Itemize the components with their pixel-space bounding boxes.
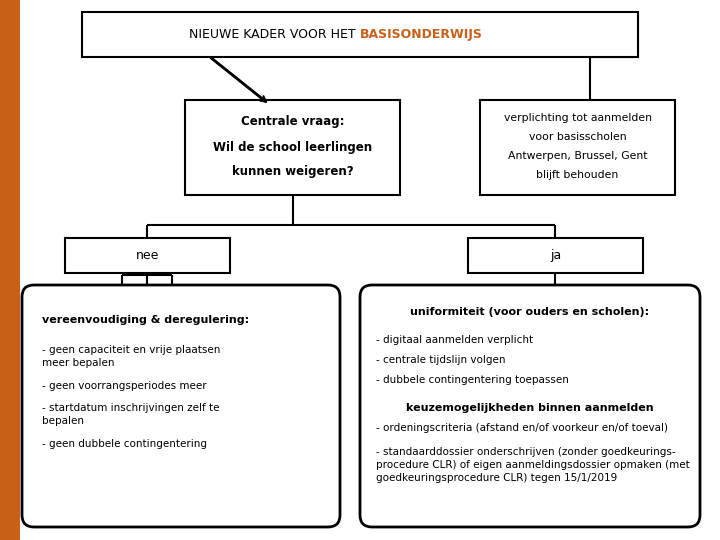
Text: Antwerpen, Brussel, Gent: Antwerpen, Brussel, Gent <box>508 151 647 161</box>
Text: Centrale vraag:: Centrale vraag: <box>240 116 344 129</box>
FancyBboxPatch shape <box>360 285 700 527</box>
Text: - startdatum inschrijvingen zelf te
bepalen: - startdatum inschrijvingen zelf te bepa… <box>42 403 220 426</box>
Text: blijft behouden: blijft behouden <box>536 170 618 180</box>
FancyBboxPatch shape <box>22 285 340 527</box>
Text: kunnen weigeren?: kunnen weigeren? <box>232 165 354 179</box>
Text: verplichting tot aanmelden: verplichting tot aanmelden <box>503 113 652 123</box>
Text: - geen dubbele contingentering: - geen dubbele contingentering <box>42 439 207 449</box>
Text: - ordeningscriteria (afstand en/of voorkeur en/of toeval): - ordeningscriteria (afstand en/of voork… <box>376 423 668 433</box>
FancyBboxPatch shape <box>480 100 675 195</box>
Bar <box>0 0 20 540</box>
FancyBboxPatch shape <box>82 12 638 57</box>
Text: BASISONDERWIJS: BASISONDERWIJS <box>360 28 483 41</box>
FancyBboxPatch shape <box>468 238 643 273</box>
Text: NIEUWE KADER VOOR HET: NIEUWE KADER VOOR HET <box>189 28 360 41</box>
FancyBboxPatch shape <box>65 238 230 273</box>
Text: ja: ja <box>550 249 561 262</box>
Text: - geen capaciteit en vrije plaatsen
meer bepalen: - geen capaciteit en vrije plaatsen meer… <box>42 345 220 368</box>
Text: keuzemogelijkheden binnen aanmelden: keuzemogelijkheden binnen aanmelden <box>406 403 654 413</box>
Text: - geen voorrangsperiodes meer: - geen voorrangsperiodes meer <box>42 381 207 391</box>
Text: uniformiteit (voor ouders en scholen):: uniformiteit (voor ouders en scholen): <box>410 307 649 317</box>
FancyBboxPatch shape <box>185 100 400 195</box>
Text: Wil de school leerlingen: Wil de school leerlingen <box>213 141 372 154</box>
Text: - digitaal aanmelden verplicht: - digitaal aanmelden verplicht <box>376 335 533 345</box>
Text: - centrale tijdslijn volgen: - centrale tijdslijn volgen <box>376 355 505 365</box>
Text: voor basisscholen: voor basisscholen <box>528 132 626 142</box>
Text: vereenvoudiging & deregulering:: vereenvoudiging & deregulering: <box>42 315 249 325</box>
Text: - dubbele contingentering toepassen: - dubbele contingentering toepassen <box>376 375 569 385</box>
Text: nee: nee <box>136 249 159 262</box>
Text: - standaarddossier onderschrijven (zonder goedkeurings-
procedure CLR) of eigen : - standaarddossier onderschrijven (zonde… <box>376 447 690 483</box>
